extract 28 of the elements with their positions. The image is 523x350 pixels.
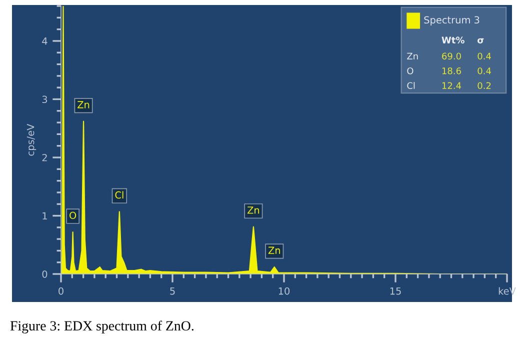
annotation: 0.4 [478,67,491,74]
annotation: Cl [115,191,124,199]
annotation: Zn [247,206,260,214]
y-tick-label: 3 [42,96,48,104]
y-tick-label: 2 [42,154,47,162]
y-tick-label: 1 [42,212,47,220]
legend-label: Spectrum 3 [424,16,480,26]
x-tick-label: 0 [58,287,64,295]
annotation: 0.2 [478,82,491,90]
annotation: 69.0 [442,52,461,60]
annotation: O [407,67,414,74]
annotation: O [70,212,76,220]
annotation: 0.4 [478,52,491,60]
annotation: 18.6 [442,67,461,74]
annotation: σ [478,38,484,44]
y-axis-title: cps/eV [26,124,36,156]
annotation: Wt% [442,36,464,44]
y-tick-label: 4 [42,38,48,45]
x-tick-label: 10 [278,287,290,295]
x-tick-label: 5 [170,287,175,295]
annotation: Zn [407,52,418,60]
annotation: 12.4 [442,82,462,89]
x-tick-label: 15 [390,287,401,295]
annotation: Zn [268,246,280,254]
y-tick-label: 0 [42,270,48,278]
caption: Figure 3: EDX spectrum of ZnO. [10,320,194,334]
annotation: Zn [78,101,90,108]
annotation: Cl [407,82,415,90]
